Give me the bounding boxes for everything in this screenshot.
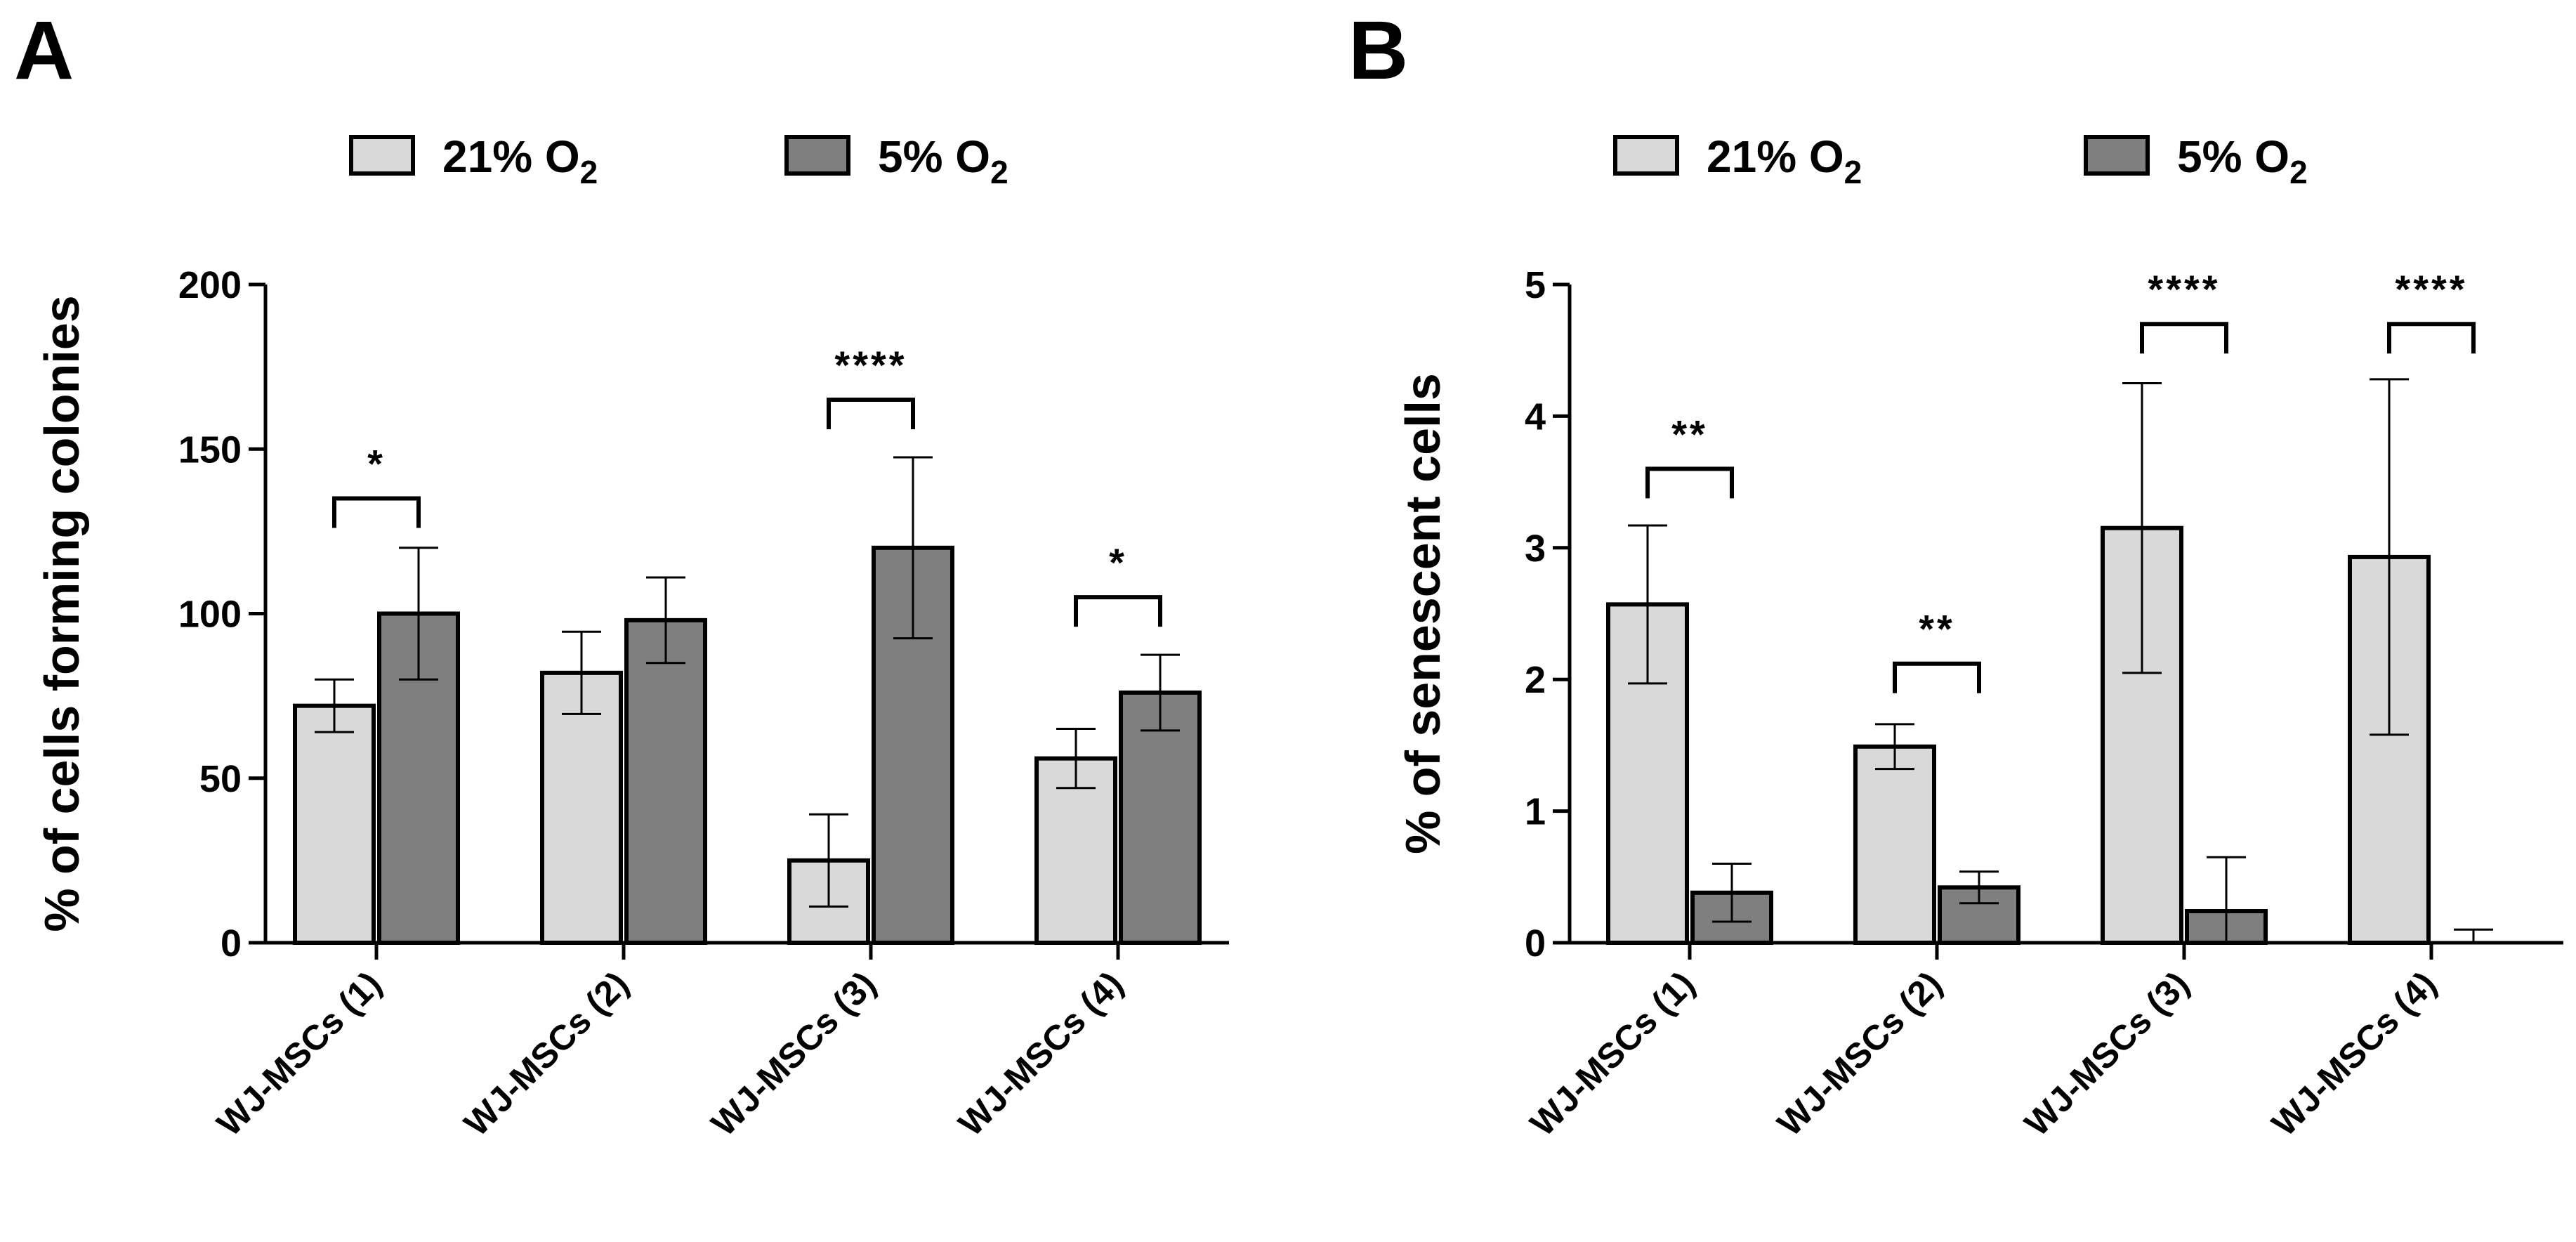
significance-bracket: [1074, 595, 1162, 627]
significance-label: **: [1919, 607, 1955, 651]
y-tick-label: 200: [178, 264, 242, 306]
legend-swatch-5pct: [2084, 135, 2150, 176]
x-tick-label: WJ-MSCs (4): [2264, 964, 2444, 1144]
significance-label: ****: [2395, 267, 2467, 311]
significance-bracket: [2387, 322, 2476, 354]
y-axis-label: % of senescent cells: [1395, 373, 1450, 854]
panel-b: B 21% O2 5% O2 % of senescent cells 0 1 2 3 4 5 WJ…: [1348, 4, 2563, 1144]
bar-5pct: [1119, 690, 1202, 945]
y-tick-label: 2: [1525, 659, 1546, 701]
y-tick-label: 150: [178, 429, 242, 471]
y-tick-label: 50: [199, 758, 242, 800]
significance-bracket: [332, 496, 421, 528]
bar-21pct: [1034, 756, 1117, 945]
y-tick-label: 4: [1525, 396, 1546, 438]
legend-label: 5% O2: [878, 131, 1008, 190]
bar-21pct: [293, 703, 376, 945]
legend-label: 21% O2: [1707, 131, 1862, 190]
legend-label: 21% O2: [442, 131, 598, 190]
significance-label: *: [367, 442, 386, 486]
significance-label: *: [1109, 540, 1127, 584]
y-tick-label: 100: [178, 594, 242, 636]
legend-swatch-5pct: [784, 135, 850, 176]
panel-letter: B: [1348, 4, 1408, 97]
significance-label: ****: [834, 343, 907, 387]
x-tick-label: WJ-MSCs (1): [209, 964, 389, 1144]
y-tick-label: 5: [1525, 264, 1546, 306]
legend-swatch-21pct: [349, 135, 415, 176]
y-tick-label: 3: [1525, 528, 1546, 570]
x-tick-label: WJ-MSCs (2): [1770, 964, 1950, 1144]
bar-21pct: [1853, 744, 1936, 946]
x-tick-label: WJ-MSCs (3): [704, 964, 883, 1144]
y-tick-label: 0: [1525, 922, 1546, 965]
significance-label: ****: [2148, 267, 2220, 311]
x-tick-label: WJ-MSCs (4): [951, 964, 1131, 1144]
x-tick-label: WJ-MSCs (2): [456, 964, 636, 1144]
significance-bracket: [827, 397, 915, 429]
significance-bracket: [1893, 661, 1981, 693]
x-tick-label: WJ-MSCs (1): [1523, 964, 1702, 1144]
significance-label: **: [1671, 412, 1708, 456]
x-tick-label: WJ-MSCs (3): [2017, 964, 2197, 1144]
bar-5pct: [624, 617, 707, 945]
legend-label: 5% O2: [2177, 131, 2308, 190]
y-tick-label: 0: [221, 922, 242, 965]
bar-21pct: [540, 670, 623, 946]
panel-letter: A: [14, 4, 74, 97]
panel-a: A 21% O2 5% O2 % of cells forming colonies 0…: [14, 4, 1229, 1144]
legend-swatch-21pct: [1613, 135, 1679, 176]
y-axis-label: % of cells forming colonies: [34, 295, 89, 931]
significance-bracket: [1645, 466, 1734, 499]
significance-bracket: [2140, 322, 2228, 354]
y-tick-label: 1: [1525, 791, 1546, 833]
